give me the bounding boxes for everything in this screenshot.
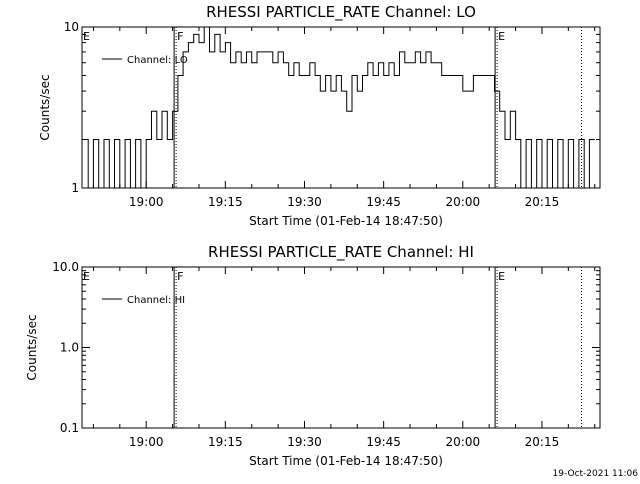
y-tick-label: 1.0 <box>60 341 79 355</box>
x-tick-label: 19:15 <box>208 195 243 209</box>
x-tick-label: 19:45 <box>366 195 401 209</box>
annotation-label: E <box>498 270 505 283</box>
x-tick-label: 19:15 <box>208 435 243 449</box>
annotation-label: F <box>177 30 183 43</box>
panel-hi: RHESSI PARTICLE_RATE Channel: HI 19:00 19:… <box>25 243 601 468</box>
x-tick-label: 19:00 <box>129 435 164 449</box>
annotation-label: E <box>498 30 505 43</box>
y-tick-label: 10.0 <box>52 260 79 274</box>
annotation-label: F <box>177 270 183 283</box>
chart-title: RHESSI PARTICLE_RATE Channel: HI <box>208 243 474 262</box>
y-tick-label: 0.1 <box>60 421 79 435</box>
x-tick-label: 20:15 <box>525 195 560 209</box>
panel-lo: RHESSI PARTICLE_RATE Channel: LO 19:00 19:… <box>38 3 601 228</box>
x-tick-label: 19:00 <box>129 195 164 209</box>
x-tick-label: 19:45 <box>366 435 401 449</box>
y-axis-label: Counts/sec <box>25 314 39 380</box>
annotation-label: E <box>83 270 90 283</box>
x-tick-label: 20:00 <box>446 195 481 209</box>
legend-label: Channel: HI <box>127 295 185 306</box>
x-axis-label: Start Time (01-Feb-14 18:47:50) <box>249 214 443 228</box>
plot-frame <box>81 26 601 189</box>
series-line <box>82 26 595 189</box>
x-axis-label: Start Time (01-Feb-14 18:47:50) <box>249 454 443 468</box>
y-tick-label: 1 <box>71 181 79 195</box>
x-tick-label: 20:00 <box>446 435 481 449</box>
y-tick-label: 10 <box>64 20 79 34</box>
x-tick-label: 19:30 <box>287 435 322 449</box>
footer-timestamp: 19-Oct-2021 11:06 <box>553 469 639 479</box>
chart-title: RHESSI PARTICLE_RATE Channel: LO <box>206 3 476 22</box>
annotation-label: E <box>83 30 90 43</box>
y-axis-label: Counts/sec <box>38 74 52 140</box>
legend-label: Channel: LO <box>127 55 188 66</box>
x-tick-label: 20:15 <box>525 435 560 449</box>
x-tick-label: 19:30 <box>287 195 322 209</box>
